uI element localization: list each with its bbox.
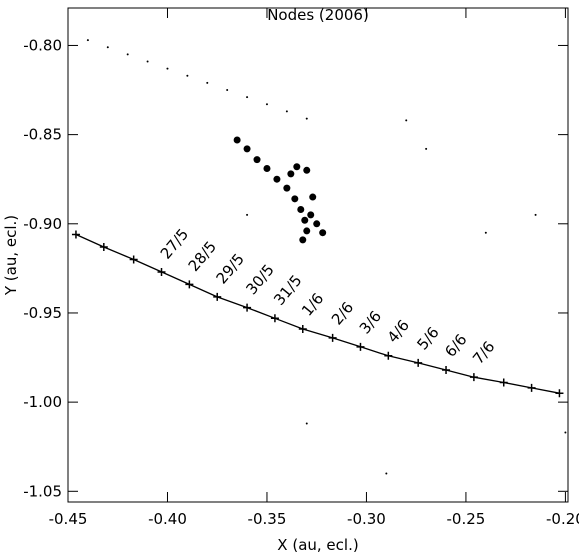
node-point — [297, 206, 305, 214]
y-tick-label: -0.80 — [23, 36, 62, 54]
node-point — [146, 60, 149, 63]
y-axis-label: Y (au, ecl.) — [2, 215, 20, 296]
date-label: 7/6 — [469, 338, 498, 368]
node-point — [425, 147, 428, 150]
node-point — [166, 67, 169, 70]
node-point — [186, 74, 189, 77]
node-point — [126, 53, 129, 56]
node-point — [206, 81, 209, 84]
node-point — [305, 117, 308, 120]
node-point — [273, 175, 281, 183]
orbit-marker — [469, 373, 478, 382]
orbit-marker — [99, 242, 108, 251]
chart-title: Nodes (2006) — [267, 6, 369, 24]
date-label: 28/5 — [185, 238, 220, 275]
orbit-marker — [157, 267, 166, 276]
x-tick-label: -0.25 — [447, 510, 486, 528]
node-point — [301, 216, 309, 224]
node-point — [319, 229, 327, 237]
node-point — [253, 156, 261, 164]
node-point — [299, 236, 307, 244]
x-tick-label: -0.45 — [49, 510, 88, 528]
date-label: 31/5 — [270, 272, 305, 309]
node-point — [246, 96, 249, 99]
y-tick-label: -0.90 — [23, 215, 62, 233]
node-point — [405, 119, 408, 122]
y-tick-label: -1.00 — [23, 393, 62, 411]
date-label: 5/6 — [413, 323, 442, 353]
node-point — [293, 163, 301, 171]
node-point — [385, 472, 388, 475]
x-tick-label: -0.40 — [148, 510, 187, 528]
date-label: 3/6 — [356, 307, 385, 337]
node-point — [287, 170, 295, 178]
date-label: 29/5 — [212, 250, 247, 287]
node-point — [291, 195, 299, 203]
orbit-marker — [243, 303, 252, 312]
orbit-marker — [555, 389, 564, 398]
orbit-marker — [270, 314, 279, 323]
x-tick-label: -0.30 — [347, 510, 386, 528]
orbit-marker — [298, 325, 307, 334]
orbit-marker — [442, 366, 451, 375]
node-point — [233, 136, 241, 144]
node-point — [86, 39, 89, 42]
node-point — [313, 220, 321, 228]
orbit-marker — [414, 358, 423, 367]
node-point — [283, 184, 291, 192]
orbit-marker — [499, 378, 508, 387]
node-point — [243, 145, 251, 153]
node-point — [309, 193, 317, 201]
node-point — [305, 422, 308, 425]
node-point — [564, 431, 567, 434]
date-label: 6/6 — [441, 331, 470, 361]
node-point — [263, 165, 271, 173]
node-point — [534, 213, 537, 216]
node-point — [106, 46, 109, 49]
orbit-marker — [213, 292, 222, 301]
date-label: 30/5 — [242, 261, 277, 298]
orbit-marker — [71, 230, 80, 239]
node-point — [303, 166, 311, 174]
node-point — [226, 89, 229, 92]
date-label: 27/5 — [157, 225, 192, 262]
orbit-marker — [185, 280, 194, 289]
date-label: 4/6 — [384, 316, 413, 346]
x-tick-label: -0.20 — [546, 510, 579, 528]
node-point — [246, 213, 249, 216]
x-axis-label: X (au, ecl.) — [277, 536, 358, 554]
y-tick-label: -1.05 — [23, 482, 62, 500]
node-point — [484, 231, 487, 234]
y-tick-label: -0.85 — [23, 126, 62, 144]
date-label: 2/6 — [328, 298, 357, 328]
node-point — [265, 103, 268, 106]
orbit-marker — [527, 383, 536, 392]
orbit-marker — [384, 351, 393, 360]
plot-frame — [67, 7, 569, 503]
orbit-marker — [328, 333, 337, 342]
node-point — [307, 211, 315, 219]
y-tick-label: -0.95 — [23, 304, 62, 322]
orbit-marker — [129, 255, 138, 264]
orbit-marker — [356, 342, 365, 351]
date-label: 1/6 — [298, 290, 327, 320]
x-tick-label: -0.35 — [248, 510, 287, 528]
node-point — [285, 110, 288, 113]
node-point — [303, 227, 311, 235]
orbit-line — [75, 233, 560, 394]
